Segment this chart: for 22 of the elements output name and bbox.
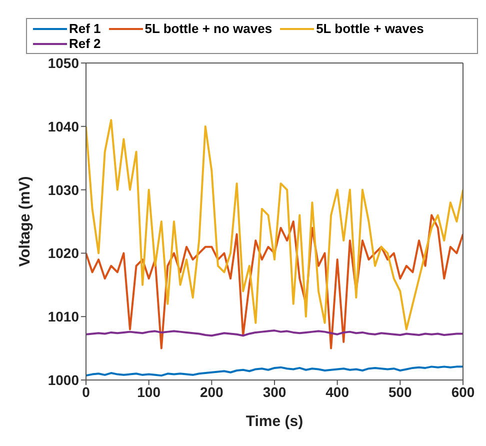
legend-label: 5L bottle + waves	[316, 21, 424, 36]
legend-label: Ref 1	[69, 21, 101, 36]
y-axis-title: Voltage (mV)	[16, 176, 34, 267]
line-series	[86, 366, 463, 377]
y-tick-label: 1030	[48, 182, 80, 198]
x-tick-label: 200	[200, 384, 224, 400]
y-tick-label: 1040	[48, 118, 80, 134]
legend-label: Ref 2	[69, 36, 101, 51]
x-tick-label: 100	[137, 384, 161, 400]
y-tick-label: 1020	[48, 245, 80, 262]
x-tick-label: 300	[262, 384, 286, 400]
legend-label: 5L bottle + no waves	[144, 21, 272, 36]
x-axis-title: Time (s)	[246, 413, 304, 430]
x-tick-label: 600	[451, 384, 475, 400]
line-series	[86, 119, 463, 330]
y-tick-label: 1000	[48, 372, 80, 388]
x-tick-label: 0	[82, 384, 90, 400]
x-tick-label: 400	[326, 384, 350, 400]
line-series	[86, 214, 463, 350]
y-tick-label: 1010	[48, 308, 80, 325]
x-tick-label: 500	[388, 384, 412, 400]
y-tick-label: 1050	[48, 54, 80, 71]
